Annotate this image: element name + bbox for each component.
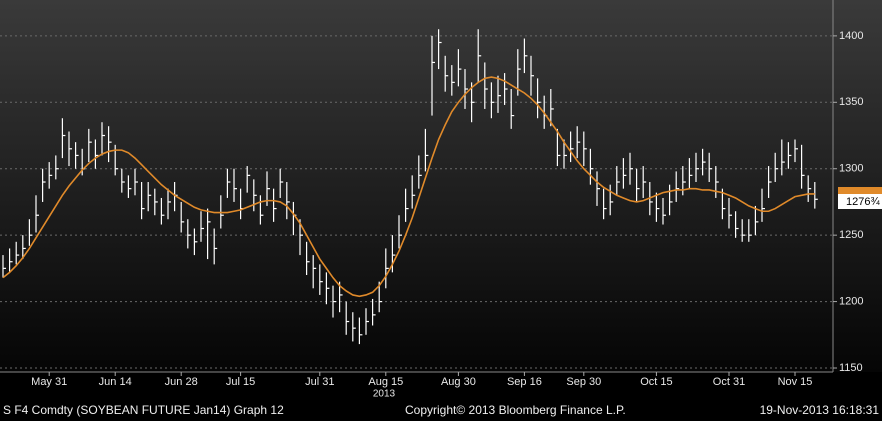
y-tick-label: 1400 bbox=[839, 30, 863, 42]
x-tick-label: Jun 14 bbox=[99, 376, 132, 388]
year-label: 2013 bbox=[373, 389, 396, 400]
x-tick-label: Aug 15 bbox=[368, 376, 403, 388]
x-tick-label: Jun 28 bbox=[165, 376, 198, 388]
ma-tag bbox=[838, 187, 882, 196]
x-tick-label: Sep 16 bbox=[507, 376, 542, 388]
x-tick-label: Nov 15 bbox=[778, 376, 813, 388]
y-tick-label: 1150 bbox=[839, 362, 863, 374]
x-tick-label: Jul 15 bbox=[226, 376, 255, 388]
x-tick-label: May 31 bbox=[31, 376, 67, 388]
y-tick-label: 1350 bbox=[839, 96, 863, 108]
y-tick-label: 1300 bbox=[839, 163, 863, 175]
x-tick-label: Oct 15 bbox=[640, 376, 672, 388]
footer-left: S F4 Comdty (SOYBEAN FUTURE Jan14) Graph… bbox=[3, 403, 284, 417]
y-tick-label: 1250 bbox=[839, 229, 863, 241]
footer: S F4 Comdty (SOYBEAN FUTURE Jan14) Graph… bbox=[3, 403, 879, 417]
last-price-label: 1276¾ bbox=[846, 196, 880, 208]
moving-average-line bbox=[2, 76, 815, 298]
footer-center: Copyright© 2013 Bloomberg Finance L.P. bbox=[405, 403, 626, 417]
y-tick-label: 1200 bbox=[839, 295, 863, 307]
x-tick-label: Aug 30 bbox=[441, 376, 476, 388]
last-price-box bbox=[838, 194, 882, 209]
x-tick-label: Oct 31 bbox=[713, 376, 745, 388]
x-tick-label: Sep 30 bbox=[566, 376, 601, 388]
plot-background bbox=[0, 0, 882, 372]
footer-right: 19-Nov-2013 16:18:31 bbox=[760, 403, 880, 417]
x-tick-label: Jul 31 bbox=[305, 376, 334, 388]
